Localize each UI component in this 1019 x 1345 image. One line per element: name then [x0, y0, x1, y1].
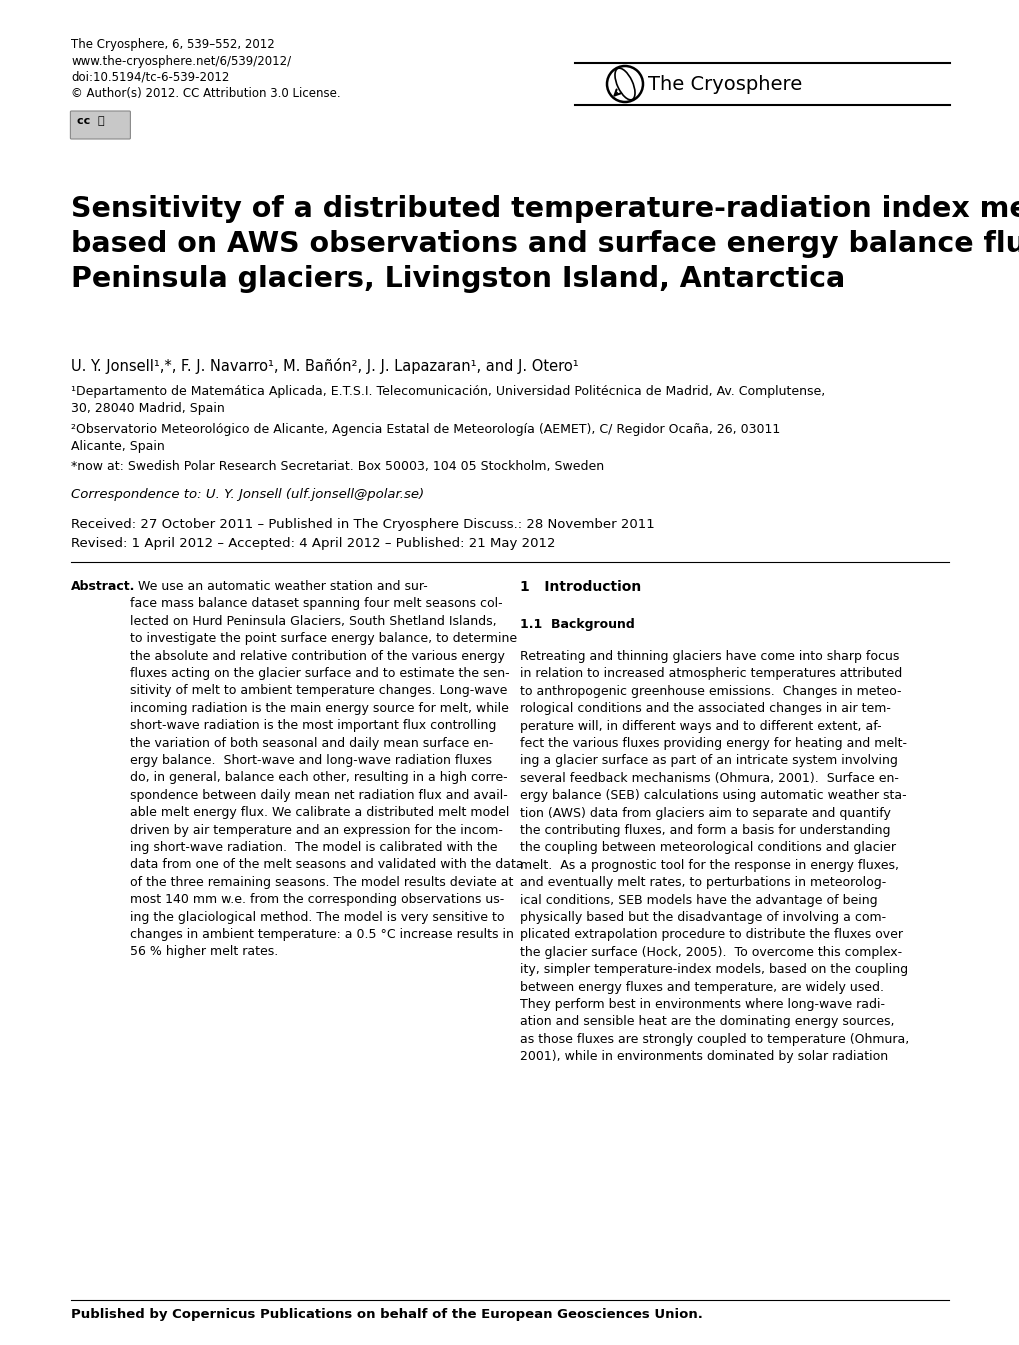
Text: Revised: 1 April 2012 – Accepted: 4 April 2012 – Published: 21 May 2012: Revised: 1 April 2012 – Accepted: 4 Apri… — [71, 537, 555, 550]
Text: ¹Departamento de Matemática Aplicada, E.T.S.I. Telecomunicación, Universidad Pol: ¹Departamento de Matemática Aplicada, E.… — [71, 385, 824, 416]
Text: We use an automatic weather station and sur-
face mass balance dataset spanning : We use an automatic weather station and … — [130, 580, 524, 959]
Text: © Author(s) 2012. CC Attribution 3.0 License.: © Author(s) 2012. CC Attribution 3.0 Lic… — [71, 87, 340, 101]
FancyBboxPatch shape — [70, 112, 130, 139]
Text: U. Y. Jonsell¹,*, F. J. Navarro¹, M. Bañón², J. J. Lapazaran¹, and J. Otero¹: U. Y. Jonsell¹,*, F. J. Navarro¹, M. Bañ… — [71, 358, 579, 374]
Text: ²Observatorio Meteorológico de Alicante, Agencia Estatal de Meteorología (AEMET): ²Observatorio Meteorológico de Alicante,… — [71, 422, 780, 453]
Text: Sensitivity of a distributed temperature-radiation index melt model
based on AWS: Sensitivity of a distributed temperature… — [71, 195, 1019, 293]
Text: Correspondence to: U. Y. Jonsell (ulf.jonsell@polar.se): Correspondence to: U. Y. Jonsell (ulf.jo… — [71, 488, 424, 500]
Text: *now at: Swedish Polar Research Secretariat. Box 50003, 104 05 Stockholm, Sweden: *now at: Swedish Polar Research Secretar… — [71, 460, 604, 473]
Text: Abstract.: Abstract. — [71, 580, 136, 593]
Text: 1.1  Background: 1.1 Background — [520, 617, 634, 631]
Text: The Cryosphere, 6, 539–552, 2012: The Cryosphere, 6, 539–552, 2012 — [71, 38, 275, 51]
Text: doi:10.5194/tc-6-539-2012: doi:10.5194/tc-6-539-2012 — [71, 71, 229, 83]
Text: Published by Copernicus Publications on behalf of the European Geosciences Union: Published by Copernicus Publications on … — [71, 1307, 702, 1321]
Text: www.the-cryosphere.net/6/539/2012/: www.the-cryosphere.net/6/539/2012/ — [71, 55, 291, 67]
Text: Received: 27 October 2011 – Published in The Cryosphere Discuss.: 28 November 20: Received: 27 October 2011 – Published in… — [71, 518, 654, 531]
Text: 1   Introduction: 1 Introduction — [520, 580, 640, 594]
Text: Retreating and thinning glaciers have come into sharp focus
in relation to incre: Retreating and thinning glaciers have co… — [520, 650, 908, 1063]
Text: cc  ⓑ: cc ⓑ — [77, 116, 105, 126]
Text: The Cryosphere: The Cryosphere — [647, 75, 802, 94]
